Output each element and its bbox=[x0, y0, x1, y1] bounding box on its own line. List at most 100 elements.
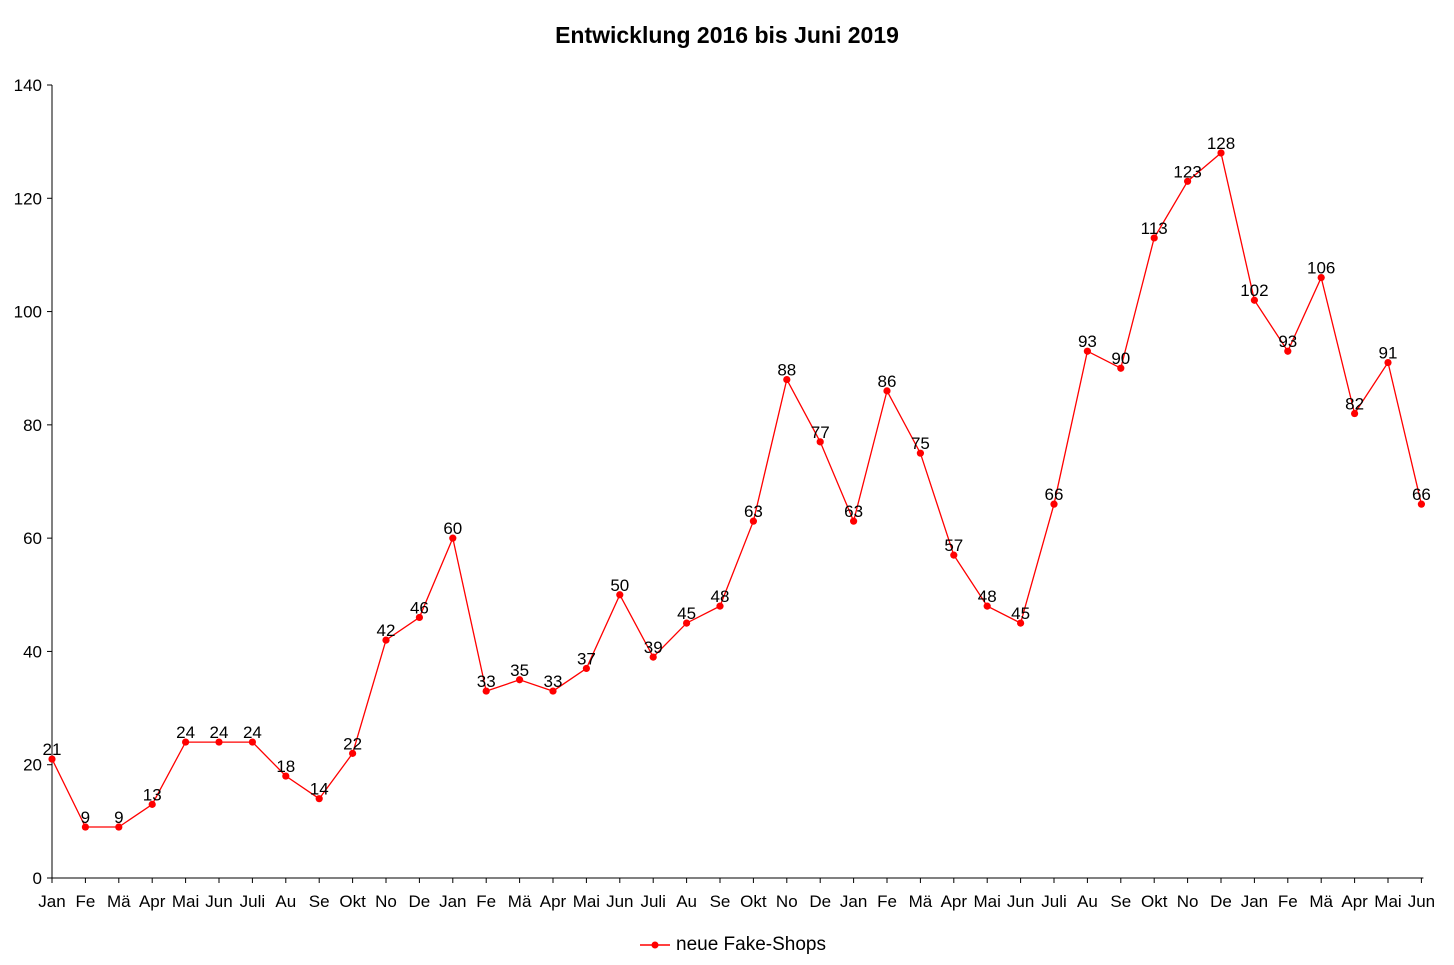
data-point bbox=[549, 687, 557, 695]
data-label: 91 bbox=[1379, 344, 1398, 363]
data-point bbox=[482, 687, 490, 695]
data-label: 128 bbox=[1207, 134, 1235, 153]
x-tick-label: Mai bbox=[573, 892, 600, 911]
data-label: 33 bbox=[544, 672, 563, 691]
x-tick-label: Apr bbox=[139, 892, 166, 911]
data-point bbox=[616, 591, 624, 599]
data-label: 33 bbox=[477, 672, 496, 691]
chart-title: Entwicklung 2016 bis Juni 2019 bbox=[555, 22, 899, 48]
data-label: 39 bbox=[644, 638, 663, 657]
y-tick-label: 0 bbox=[33, 869, 42, 888]
data-point bbox=[1317, 273, 1325, 282]
data-point bbox=[916, 449, 925, 457]
data-point bbox=[649, 653, 657, 661]
data-point bbox=[182, 738, 190, 746]
data-label: 57 bbox=[944, 536, 963, 555]
x-tick-label: Okt bbox=[1141, 892, 1168, 911]
data-point bbox=[582, 664, 591, 673]
data-label: 123 bbox=[1173, 162, 1201, 181]
data-label: 48 bbox=[978, 587, 997, 606]
data-point bbox=[1050, 500, 1058, 508]
data-label: 18 bbox=[276, 757, 295, 776]
data-point bbox=[81, 823, 89, 831]
x-tick-label: Juli bbox=[1041, 892, 1067, 911]
data-label: 45 bbox=[677, 604, 696, 623]
data-label: 24 bbox=[243, 723, 262, 742]
data-label: 13 bbox=[143, 785, 162, 804]
y-tick-label: 60 bbox=[23, 529, 42, 548]
y-tick-label: 20 bbox=[23, 756, 42, 775]
data-point bbox=[215, 738, 223, 746]
data-point bbox=[1083, 347, 1091, 355]
y-tick-label: 120 bbox=[14, 189, 42, 208]
data-point bbox=[516, 676, 524, 684]
x-tick-label: Okt bbox=[740, 892, 767, 911]
data-point bbox=[349, 749, 357, 757]
x-tick-label: Fe bbox=[1278, 892, 1298, 911]
x-tick-label: Mä bbox=[909, 892, 933, 911]
data-point bbox=[382, 636, 390, 644]
data-point bbox=[1250, 296, 1258, 304]
x-tick-label: Se bbox=[710, 892, 731, 911]
x-tick-label: Jan bbox=[840, 892, 867, 911]
data-labels-layer: 21 9 9 13 24 24 24 18 14 22 42 46 60 33 35 33 37 50 39 45 48… bbox=[43, 134, 1431, 827]
data-point bbox=[415, 613, 423, 622]
data-point bbox=[783, 375, 791, 384]
data-label: 113 bbox=[1141, 219, 1168, 238]
x-tick-label: De bbox=[1210, 892, 1232, 911]
data-label: 24 bbox=[176, 723, 195, 742]
data-label: 14 bbox=[310, 780, 329, 799]
data-label: 93 bbox=[1078, 332, 1097, 351]
legend-label: neue Fake-Shops bbox=[676, 934, 826, 955]
data-point bbox=[1117, 364, 1125, 372]
x-tick-label: No bbox=[375, 892, 397, 911]
data-label: 22 bbox=[343, 734, 362, 753]
x-tick-label: Jun bbox=[205, 892, 232, 911]
y-tick-label: 100 bbox=[14, 303, 42, 322]
x-tick-label: Juli bbox=[240, 892, 266, 911]
y-tick-label: 140 bbox=[14, 76, 42, 95]
data-label: 48 bbox=[711, 587, 730, 606]
data-label: 102 bbox=[1240, 281, 1268, 300]
data-label: 90 bbox=[1111, 349, 1130, 368]
x-tick-label: Apr bbox=[1341, 892, 1368, 911]
x-tick-label: Se bbox=[1110, 892, 1131, 911]
chart-legend: neue Fake-Shops bbox=[640, 933, 826, 957]
data-label: 66 bbox=[1412, 485, 1431, 504]
x-tick-label: Jan bbox=[38, 892, 65, 911]
y-tick-label: 40 bbox=[23, 642, 42, 661]
data-point bbox=[115, 823, 123, 831]
data-point bbox=[883, 387, 891, 395]
data-point bbox=[816, 438, 824, 446]
data-point bbox=[850, 517, 858, 525]
data-point bbox=[749, 517, 758, 525]
x-tick-label: Jan bbox=[1241, 892, 1268, 911]
data-label: 50 bbox=[610, 576, 629, 595]
data-label: 35 bbox=[510, 661, 529, 680]
data-label: 9 bbox=[81, 808, 90, 827]
data-point bbox=[148, 800, 156, 808]
data-label: 106 bbox=[1307, 259, 1335, 278]
series-layer bbox=[48, 149, 1425, 831]
y-tick-label: 80 bbox=[23, 416, 42, 435]
x-tick-label: Apr bbox=[941, 892, 968, 911]
data-label: 63 bbox=[744, 502, 763, 521]
data-label: 46 bbox=[410, 598, 429, 617]
data-label: 24 bbox=[210, 723, 229, 742]
data-point bbox=[983, 602, 991, 610]
data-label: 63 bbox=[844, 502, 863, 521]
data-point bbox=[1017, 619, 1025, 627]
x-tick-label: Okt bbox=[339, 892, 366, 911]
data-label: 93 bbox=[1278, 332, 1297, 351]
data-label: 45 bbox=[1011, 604, 1030, 623]
data-point bbox=[683, 619, 691, 627]
x-tick-label: Mä bbox=[508, 892, 532, 911]
data-point bbox=[248, 738, 256, 746]
data-point bbox=[1150, 234, 1158, 242]
data-label: 82 bbox=[1345, 395, 1364, 414]
data-label: 37 bbox=[577, 649, 596, 668]
x-tick-label: Jun bbox=[1007, 892, 1034, 911]
x-tick-label: Fe bbox=[877, 892, 897, 911]
x-tick-label: Au bbox=[676, 892, 697, 911]
